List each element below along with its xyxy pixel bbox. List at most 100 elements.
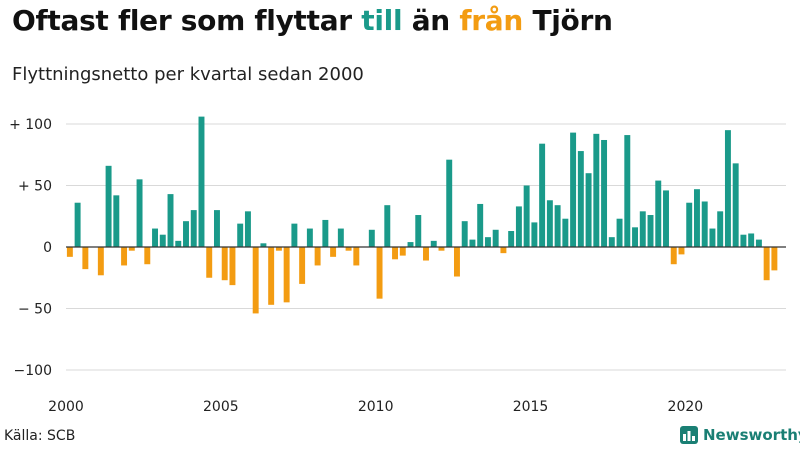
bar-positive bbox=[492, 229, 499, 247]
bar-positive bbox=[531, 222, 538, 247]
chart-title: Oftast fler som flyttar till än från Tjö… bbox=[12, 4, 613, 37]
bar-positive bbox=[639, 211, 646, 247]
bar-positive bbox=[167, 194, 174, 247]
bar-positive bbox=[198, 116, 205, 248]
bar-positive bbox=[546, 200, 553, 247]
bar-positive bbox=[159, 234, 166, 247]
brand-logo: Newsworthy bbox=[680, 426, 800, 444]
bar-positive bbox=[113, 195, 120, 247]
bar-negative bbox=[66, 247, 73, 257]
bar-positive bbox=[337, 228, 344, 247]
bar-positive bbox=[477, 203, 484, 247]
bar-positive bbox=[322, 219, 329, 247]
bar-negative bbox=[252, 247, 259, 314]
bar-negative bbox=[144, 247, 151, 265]
bar-negative bbox=[453, 247, 460, 277]
bar-positive bbox=[291, 223, 298, 247]
bar-positive bbox=[616, 218, 623, 247]
bar-positive bbox=[244, 211, 251, 247]
bar-positive bbox=[570, 132, 577, 247]
bar-negative bbox=[771, 247, 778, 271]
bar-positive bbox=[190, 210, 197, 247]
x-tick-label: 2015 bbox=[513, 399, 549, 415]
bar-positive bbox=[515, 206, 522, 247]
bar-positive bbox=[724, 130, 731, 247]
bar-negative bbox=[345, 247, 352, 251]
bar-positive bbox=[693, 189, 700, 247]
bar-negative bbox=[121, 247, 128, 266]
y-tick-label: + 100 bbox=[9, 117, 52, 133]
bar-positive bbox=[585, 173, 592, 247]
bar-positive bbox=[260, 243, 267, 247]
bar-positive bbox=[237, 223, 244, 247]
bar-negative bbox=[376, 247, 383, 299]
title-middle: än bbox=[402, 4, 460, 37]
bar-positive bbox=[624, 135, 631, 247]
bar-positive bbox=[601, 139, 608, 247]
bar-positive bbox=[523, 185, 530, 247]
y-tick-label: −100 bbox=[14, 363, 52, 379]
bar-positive bbox=[213, 210, 220, 247]
bar-negative bbox=[438, 247, 445, 251]
bar-positive bbox=[593, 133, 600, 247]
title-highlight-till: till bbox=[361, 4, 403, 37]
bar-negative bbox=[128, 247, 135, 251]
bar-positive bbox=[655, 180, 662, 247]
bar-negative bbox=[399, 247, 406, 256]
x-tick-label: 2010 bbox=[358, 399, 394, 415]
bar-positive bbox=[175, 240, 182, 247]
bar-negative bbox=[500, 247, 507, 254]
bar-negative bbox=[678, 247, 685, 255]
bar-positive bbox=[152, 228, 159, 247]
bar-positive bbox=[663, 190, 669, 247]
title-highlight-fran: från bbox=[459, 4, 524, 37]
x-tick-label: 2020 bbox=[668, 399, 704, 415]
bar-positive bbox=[740, 234, 747, 247]
bar-negative bbox=[229, 247, 236, 286]
bar-positive bbox=[554, 205, 561, 247]
bar-positive bbox=[105, 165, 112, 247]
bar-positive bbox=[415, 215, 422, 247]
bar-positive bbox=[539, 143, 546, 247]
y-tick-label: 0 bbox=[43, 240, 52, 256]
bar-positive bbox=[469, 239, 476, 247]
bar-negative bbox=[275, 247, 282, 251]
newsworthy-logo-icon bbox=[680, 426, 698, 444]
chart-subtitle: Flyttningsnetto per kvartal sedan 2000 bbox=[12, 64, 364, 85]
bar-positive bbox=[755, 239, 762, 247]
bar-positive bbox=[384, 205, 391, 247]
bar-positive bbox=[136, 179, 143, 247]
bar-positive bbox=[183, 221, 189, 247]
bar-positive bbox=[446, 159, 453, 247]
bar-positive bbox=[577, 151, 584, 247]
brand-name: Newsworthy bbox=[703, 426, 800, 444]
bar-positive bbox=[709, 228, 716, 247]
bar-negative bbox=[353, 247, 360, 266]
bar-negative bbox=[330, 247, 337, 257]
bar-negative bbox=[299, 247, 306, 284]
title-suffix: Tjörn bbox=[523, 4, 613, 37]
x-tick-label: 2005 bbox=[203, 399, 239, 415]
bar-negative bbox=[82, 247, 89, 270]
bar-positive bbox=[407, 242, 414, 247]
bar-negative bbox=[314, 247, 321, 266]
y-tick-label: + 50 bbox=[18, 179, 52, 195]
bar-negative bbox=[268, 247, 275, 305]
bar-negative bbox=[97, 247, 104, 276]
bar-negative bbox=[221, 247, 228, 281]
bar-negative bbox=[392, 247, 399, 260]
title-prefix: Oftast fler som flyttar bbox=[12, 4, 362, 37]
bar-negative bbox=[423, 247, 429, 261]
bar-positive bbox=[717, 211, 724, 247]
bar-positive bbox=[562, 218, 569, 247]
bar-positive bbox=[74, 202, 81, 247]
bar-positive bbox=[608, 237, 615, 247]
bar-positive bbox=[748, 233, 755, 247]
bar-negative bbox=[670, 247, 677, 265]
bar-positive bbox=[701, 201, 708, 247]
bar-positive bbox=[306, 228, 313, 247]
bar-negative bbox=[206, 247, 213, 278]
bar-positive bbox=[508, 231, 515, 247]
bar-positive bbox=[732, 163, 739, 247]
bar-positive bbox=[461, 221, 468, 247]
